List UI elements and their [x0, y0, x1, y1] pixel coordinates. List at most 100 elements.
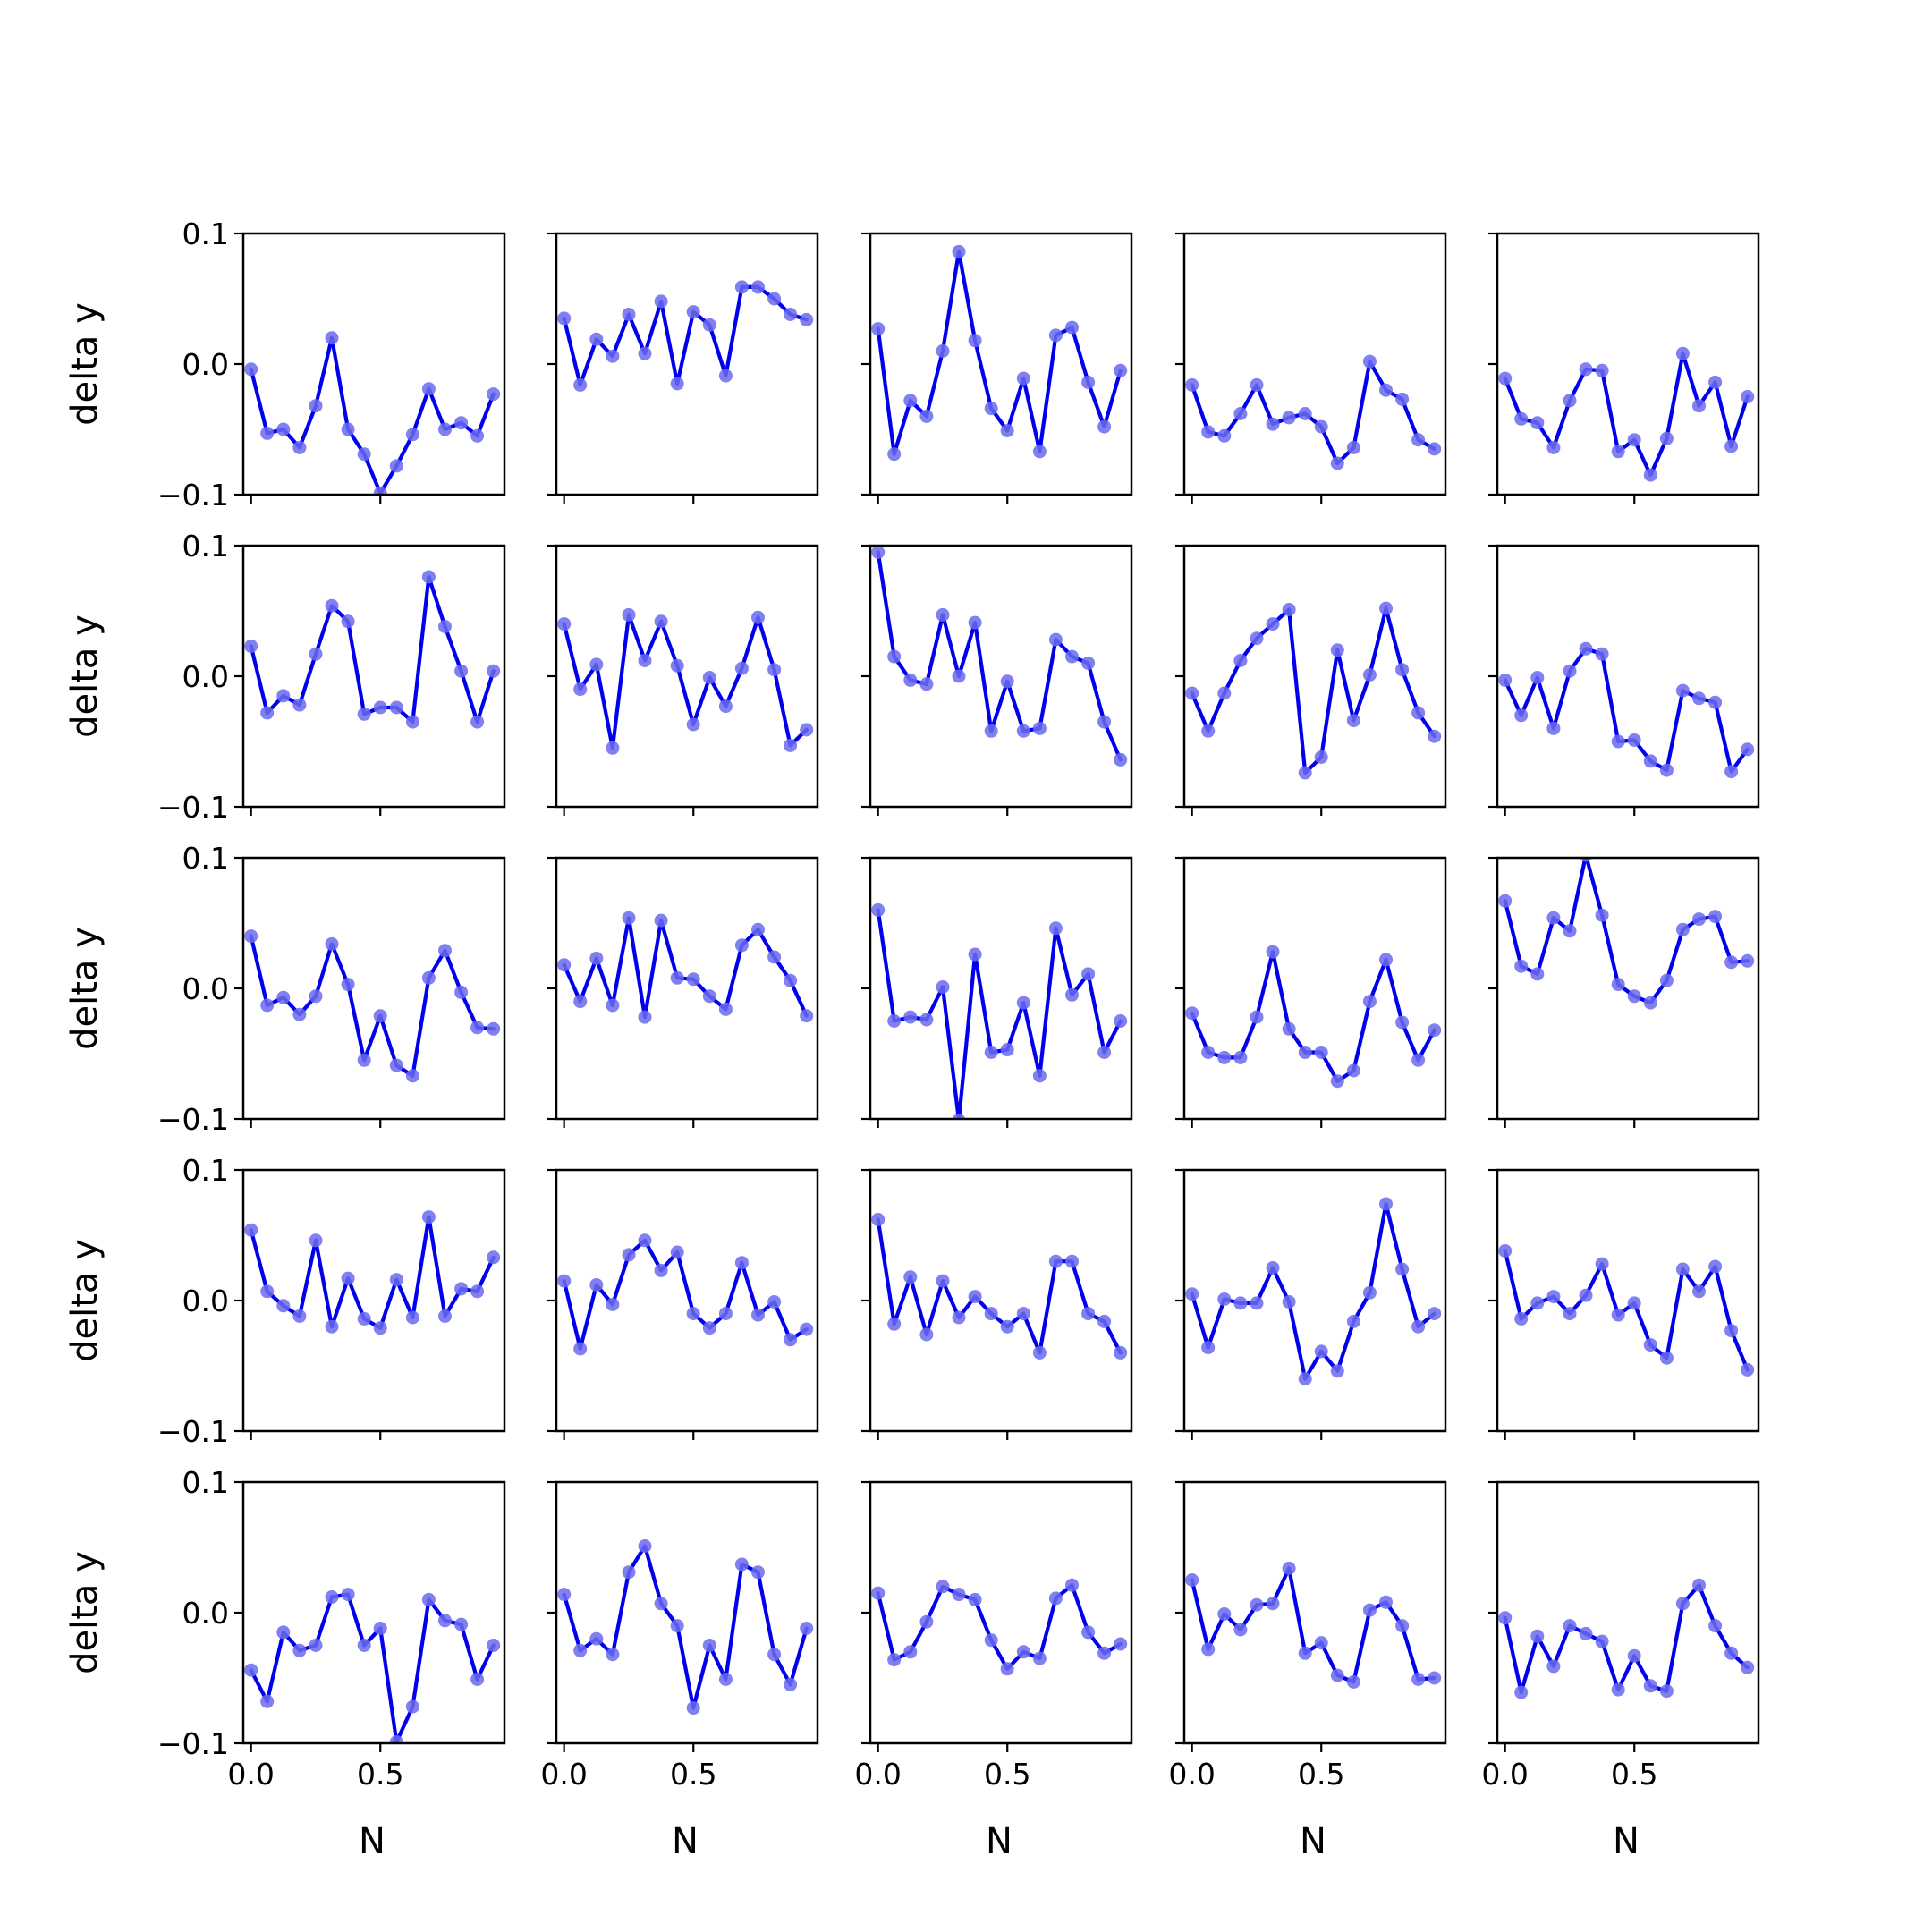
data-point: [887, 1014, 902, 1028]
data-point: [1000, 1319, 1014, 1334]
x-tick-label: 0.5: [1298, 1757, 1344, 1792]
data-point: [1065, 987, 1079, 1002]
panel-data: [1498, 1578, 1755, 1699]
panel-data: [1185, 601, 1442, 780]
data-point: [968, 334, 982, 348]
series-line: [876, 908, 1123, 1119]
data-point: [325, 331, 339, 345]
data-point: [1330, 1074, 1344, 1089]
data-point: [1379, 601, 1393, 615]
data-point: [1298, 1646, 1312, 1660]
data-point: [718, 699, 733, 714]
data-point: [606, 1297, 620, 1311]
data-point: [1563, 1619, 1577, 1633]
panel-r4-c5: [1488, 1168, 1760, 1440]
data-point: [1298, 1046, 1312, 1059]
data-point: [751, 1308, 765, 1322]
data-point: [887, 1653, 902, 1667]
data-point: [1379, 1595, 1393, 1609]
data-point: [1514, 1685, 1529, 1699]
data-point: [1741, 1660, 1755, 1674]
data-point: [357, 1053, 371, 1067]
data-point: [1643, 754, 1657, 768]
data-point: [1546, 1290, 1561, 1304]
data-point: [1546, 721, 1561, 735]
data-point: [654, 913, 668, 928]
data-point: [1217, 686, 1232, 700]
data-point: [1114, 752, 1128, 767]
data-point: [1201, 1046, 1216, 1059]
data-point: [936, 607, 950, 622]
panel-r2-c3: [861, 544, 1133, 816]
data-point: [606, 1648, 620, 1662]
data-point: [1201, 425, 1216, 439]
data-point: [470, 715, 485, 729]
data-point: [1185, 377, 1199, 392]
data-point: [1411, 1319, 1426, 1334]
data-point: [1708, 1619, 1723, 1633]
data-point: [573, 1342, 588, 1356]
data-point: [292, 1007, 307, 1021]
data-point: [1579, 1626, 1593, 1640]
data-point: [1379, 1197, 1393, 1211]
data-point: [357, 707, 371, 721]
data-point: [1233, 1050, 1248, 1064]
y-axis-label: delta y: [64, 614, 106, 738]
data-point: [1595, 363, 1609, 377]
panel-r3-c4: [1175, 856, 1447, 1128]
data-point: [968, 1290, 982, 1304]
data-point: [1659, 973, 1674, 987]
data-point: [373, 1622, 387, 1635]
data-point: [421, 1210, 436, 1224]
data-point: [244, 639, 258, 653]
series-line: [876, 550, 1123, 762]
series-line: [562, 1544, 809, 1710]
data-point: [1185, 686, 1199, 700]
data-point: [702, 989, 716, 1004]
series-line: [1503, 352, 1750, 478]
data-point: [244, 1663, 258, 1677]
data-point: [1314, 1344, 1328, 1359]
data-point: [952, 669, 966, 683]
data-point: [438, 1614, 452, 1628]
panel-r4-c2: [547, 1168, 819, 1440]
data-point: [751, 280, 765, 294]
panel-r3-c1: −0.1 0.0 0.1 delta y: [64, 841, 506, 1137]
data-point: [1000, 674, 1014, 689]
y-axis-label: delta y: [64, 1551, 106, 1674]
data-point: [871, 322, 886, 336]
data-point: [1675, 1597, 1690, 1611]
y-tick-label: 0.0: [182, 971, 229, 1006]
data-point: [952, 1114, 966, 1119]
data-point: [1579, 1288, 1593, 1302]
data-point: [1514, 959, 1529, 973]
data-point: [1395, 1262, 1410, 1276]
y-tick-label: 0.0: [182, 1284, 229, 1318]
data-point: [244, 362, 258, 377]
data-point: [1627, 989, 1641, 1004]
data-point: [1000, 424, 1014, 437]
y-axis-label: delta y: [64, 1239, 106, 1362]
data-point: [1330, 1364, 1344, 1378]
data-point: [936, 1274, 950, 1288]
data-point: [1016, 724, 1030, 738]
data-point: [589, 1631, 604, 1646]
data-point: [357, 447, 371, 462]
data-point: [767, 1295, 782, 1309]
data-point: [1530, 967, 1545, 981]
data-point: [871, 546, 886, 559]
data-point: [800, 723, 814, 737]
data-point: [1724, 765, 1739, 779]
data-point: [1114, 1345, 1128, 1360]
data-point: [1708, 1259, 1723, 1274]
data-point: [1185, 1006, 1199, 1021]
data-point: [1428, 442, 1442, 456]
data-point: [1032, 1069, 1046, 1083]
data-point: [984, 1307, 998, 1321]
y-tick-label: −0.1: [157, 790, 229, 825]
x-tick-label: 0.5: [670, 1757, 716, 1792]
data-point: [1595, 908, 1609, 922]
data-point: [589, 951, 604, 965]
data-point: [751, 1565, 765, 1580]
